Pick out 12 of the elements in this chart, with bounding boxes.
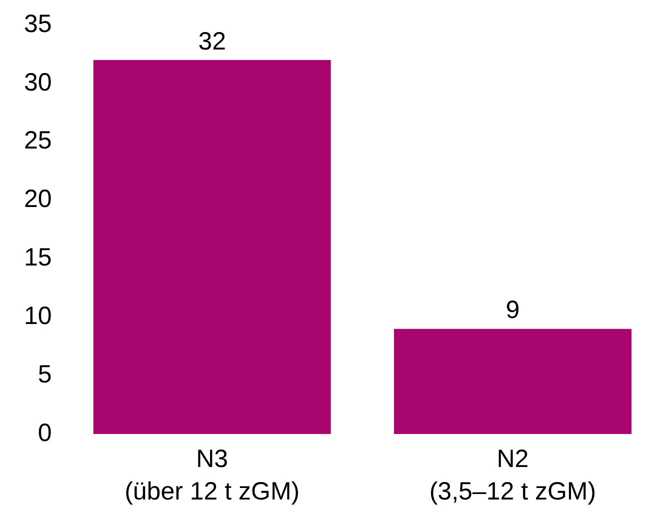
y-tick-label: 35 (24, 10, 52, 38)
y-tick-label: 10 (24, 302, 52, 330)
y-tick-label: 20 (24, 185, 52, 214)
data-label: 32 (198, 27, 226, 56)
data-label: 9 (506, 296, 520, 324)
x-tick-label: N3 (über 12 t zGM) (124, 445, 300, 506)
y-tick-label: 15 (24, 244, 52, 272)
y-tick-label: 5 (38, 360, 52, 388)
y-tick-label: 30 (24, 68, 52, 96)
y-tick-label: 25 (24, 126, 52, 155)
y-tick-label: 0 (38, 418, 52, 447)
x-tick-label: N2 (3,5–12 t zGM) (429, 445, 596, 506)
